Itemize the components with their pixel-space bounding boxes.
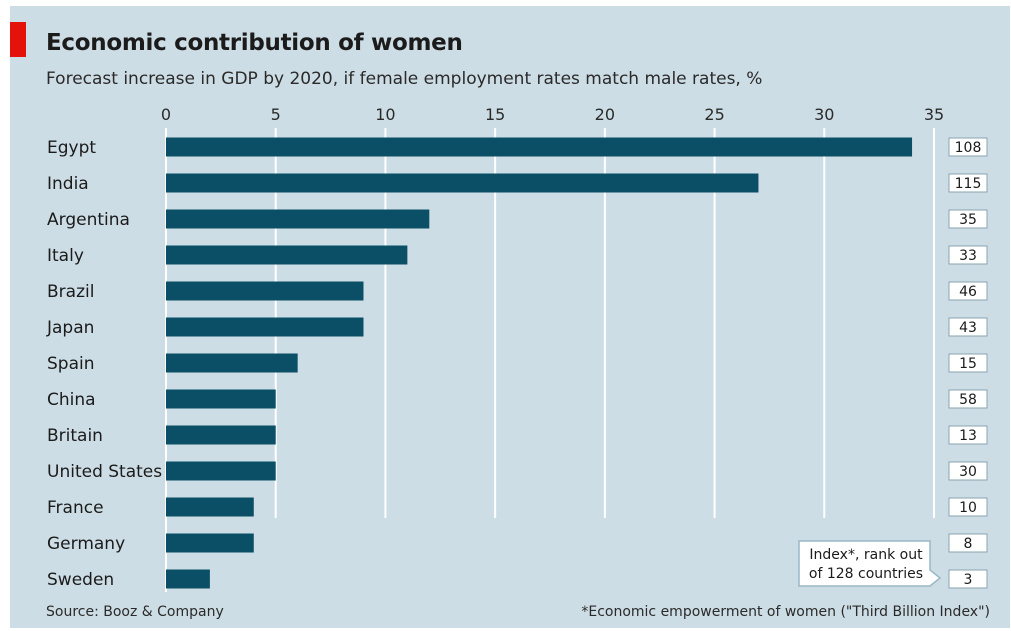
rank-value: 30 (959, 464, 977, 480)
footnote: *Economic empowerment of women ("Third B… (581, 604, 990, 620)
category-label: India (47, 174, 89, 194)
x-tick-label: 35 (924, 105, 944, 124)
rank-box (948, 281, 988, 301)
x-tick-label: 5 (271, 105, 281, 124)
bar (166, 317, 364, 337)
rank-box (948, 317, 988, 337)
rank-value: 115 (955, 176, 982, 192)
rank-value: 33 (959, 248, 977, 264)
x-tick-labels: 0 5 10 15 20 25 30 35 (161, 105, 944, 124)
bar (166, 173, 759, 193)
rank-box (948, 497, 988, 517)
chart-background (10, 6, 1010, 628)
category-label: United States (47, 462, 162, 482)
rank-box (948, 353, 988, 373)
x-tick-label: 20 (595, 105, 615, 124)
rank-box (948, 533, 988, 553)
bar (166, 245, 408, 265)
brand-accent-tag (10, 22, 26, 57)
bar (166, 281, 364, 301)
bar (166, 461, 276, 481)
category-label: Brazil (47, 282, 94, 302)
rank-value: 8 (964, 536, 973, 552)
callout-text-line-2: of 128 countries (809, 566, 923, 582)
rank-value: 15 (959, 356, 977, 372)
bar (166, 137, 913, 157)
category-label: Germany (47, 534, 125, 554)
rank-value: 58 (959, 392, 977, 408)
callout-text-line-1: Index*, rank out (809, 547, 923, 563)
category-label: France (47, 498, 104, 518)
rank-box (948, 569, 988, 589)
rank-box (948, 137, 988, 157)
rank-value: 35 (959, 212, 977, 228)
category-label: Italy (47, 246, 84, 266)
category-label: Egypt (47, 138, 96, 158)
x-tick-label: 0 (161, 105, 171, 124)
category-label: Sweden (47, 570, 114, 590)
x-tick-label: 15 (485, 105, 505, 124)
x-tick-label: 25 (704, 105, 724, 124)
bar (166, 425, 276, 445)
source-note: Source: Booz & Company (46, 604, 224, 620)
rank-box (948, 389, 988, 409)
chart-title: Economic contribution of women (46, 30, 463, 56)
rank-box (948, 245, 988, 265)
rank-value: 108 (955, 140, 982, 156)
rank-box (948, 425, 988, 445)
rank-box (948, 461, 988, 481)
category-label: Japan (46, 318, 94, 338)
category-label: Britain (47, 426, 103, 446)
rank-callout: Index*, rank out of 128 countries (798, 540, 942, 587)
bar (166, 533, 254, 553)
bars (166, 137, 913, 589)
rank-value: 3 (964, 572, 973, 588)
x-tick-label: 30 (814, 105, 834, 124)
bar (166, 389, 276, 409)
bar (166, 497, 254, 517)
x-tick-label: 10 (375, 105, 395, 124)
rank-box (948, 173, 988, 193)
category-label: Spain (47, 354, 95, 374)
chart-subtitle: Forecast increase in GDP by 2020, if fem… (46, 69, 763, 89)
rank-value: 10 (959, 500, 977, 516)
bar (166, 569, 210, 589)
callout-box (798, 540, 942, 587)
bar (166, 209, 430, 229)
category-label: Argentina (47, 210, 130, 230)
rank-box (948, 209, 988, 229)
bar (166, 353, 298, 373)
rank-value: 13 (959, 428, 977, 444)
rank-value: 43 (959, 320, 977, 336)
rank-value: 46 (959, 284, 977, 300)
category-label: China (47, 390, 96, 410)
category-labels: Egypt India Argentina Italy Brazil Japan Spain… (46, 138, 162, 590)
